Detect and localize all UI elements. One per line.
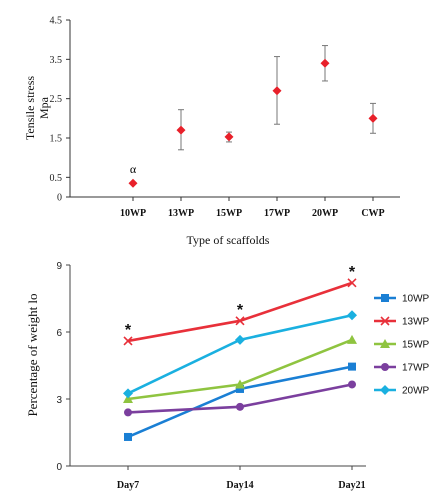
y-tick-label: 0 <box>57 193 62 204</box>
y-axis-label-line2: Mpa <box>37 96 51 119</box>
data-point-CWP <box>368 113 378 123</box>
legend-label: 10WP <box>402 294 430 305</box>
y-tick-label: 3.5 <box>50 55 63 66</box>
series-17WP <box>124 380 356 417</box>
legend-swatch-marker <box>381 363 389 371</box>
significance-annotation: α <box>130 162 137 176</box>
y-tick-label: 6 <box>56 328 62 339</box>
data-point-13WP <box>176 125 186 135</box>
data-point-20WP-Day14 <box>235 334 245 345</box>
series-15WP <box>123 334 357 403</box>
x-tick-label: 20WP <box>312 208 338 219</box>
series-13WP <box>123 278 357 346</box>
legend-swatch-marker <box>380 385 390 395</box>
y-tick-label: 0 <box>56 462 62 473</box>
data-point-10WP <box>128 178 138 188</box>
y-tick-label: 0.5 <box>50 173 63 184</box>
x-tick-label: CWP <box>361 208 384 219</box>
tensile-stress-chart: 0 0.5 1.5 2.5 3.5 4.5 10WP 13WP 15WP 17WP 20WP CWP… <box>23 16 400 247</box>
data-point-17WP <box>272 86 282 96</box>
data-point-10WP-Day21 <box>348 362 356 371</box>
data-point-15WP-Day7 <box>123 394 133 403</box>
y-tick-label: 4.5 <box>50 16 63 27</box>
y-axis-label-line1: Tensile stress <box>23 76 37 140</box>
y-tick-label: 9 <box>56 261 62 272</box>
x-tick-label: Day21 <box>338 480 365 491</box>
x-tick-label: 10WP <box>120 208 146 219</box>
data-point-15WP <box>224 132 234 142</box>
x-tick-label: Day14 <box>226 480 253 491</box>
data-point-13WP-Day7 <box>123 336 133 346</box>
legend-swatch-marker <box>381 294 389 302</box>
data-point-15WP-Day21 <box>347 334 357 344</box>
legend-label: 17WP <box>402 363 430 374</box>
data-point-15WP-Day14 <box>235 379 245 389</box>
legend-item-10WP: 10WP <box>374 294 430 305</box>
data-point-20WP-Day21 <box>347 310 357 321</box>
y-tick-label: 1.5 <box>50 134 63 145</box>
weight-loss-chart: 0 3 6 9 Day7 Day14 Day21 * * * 10WP 13WP 15WP 17WP… <box>25 261 430 491</box>
legend-swatch-marker <box>380 339 390 348</box>
data-point-20WP <box>320 58 330 68</box>
data-point-10WP-Day7 <box>124 432 132 441</box>
y-tick-label: 2.5 <box>50 94 63 105</box>
series-10WP <box>124 362 356 441</box>
data-point-17WP-Day7 <box>124 408 132 417</box>
y-tick-label: 3 <box>56 395 62 406</box>
x-tick-label: 13WP <box>168 208 194 219</box>
significance-annotation: * <box>349 264 356 281</box>
x-tick-label: 15WP <box>216 208 242 219</box>
x-axis-label: Type of scaffolds <box>187 233 270 247</box>
legend-item-13WP: 13WP <box>374 316 430 328</box>
data-point-17WP-Day21 <box>348 380 356 389</box>
y-axis-label: Percentage of weight lo <box>25 293 40 416</box>
data-point-10WP-Day14 <box>236 384 244 393</box>
significance-annotation: * <box>237 302 244 319</box>
significance-annotation: * <box>125 322 132 339</box>
data-point-13WP-Day14 <box>235 316 245 326</box>
x-tick-label: 17WP <box>264 208 290 219</box>
legend-label: 13WP <box>402 317 430 328</box>
legend-label: 15WP <box>402 340 430 351</box>
data-point-20WP-Day7 <box>123 388 133 399</box>
legend-item-17WP: 17WP <box>374 363 430 374</box>
data-point-17WP-Day14 <box>236 402 244 411</box>
series-20WP <box>123 310 357 399</box>
legend-swatch-marker <box>380 316 390 326</box>
legend-label: 20WP <box>402 386 430 397</box>
data-point-13WP-Day21 <box>347 278 357 288</box>
x-tick-label: Day7 <box>117 480 139 491</box>
legend-item-15WP: 15WP <box>374 339 430 351</box>
legend-item-20WP: 20WP <box>374 385 430 397</box>
